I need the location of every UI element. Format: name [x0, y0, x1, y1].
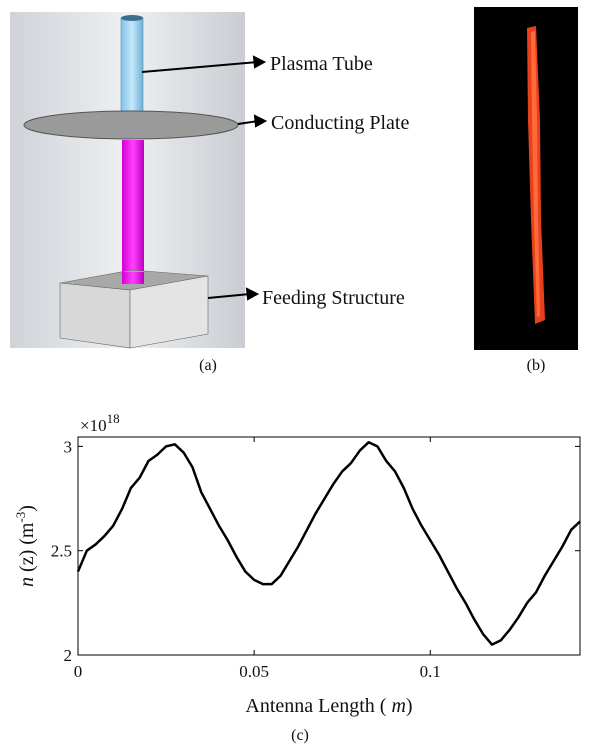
photo-background [474, 7, 578, 350]
conducting-plate [23, 110, 239, 140]
data-line [76, 440, 581, 646]
y-tick-label: 2.5 [51, 542, 72, 561]
feed-tube-base [122, 272, 144, 284]
plot-frame [77, 436, 581, 656]
caption-a: (a) [199, 357, 217, 374]
caption-b: (b) [527, 357, 546, 374]
chart: 2 2.5 3 0 0.05 0.1 [51, 436, 581, 681]
tube-top [121, 15, 143, 21]
caption-c: (c) [291, 727, 309, 744]
y-tick-label: 2 [64, 646, 73, 665]
y-label-var: n [16, 577, 38, 587]
y-tick-label: 3 [64, 437, 73, 456]
x-label-close: ) [406, 695, 413, 717]
exponent-base: ×10 [80, 416, 107, 435]
exponent-power: 18 [107, 411, 120, 426]
y-label-text: (z) (m [16, 522, 38, 577]
x-tick-label: 0 [74, 662, 83, 681]
arrows [141, 55, 268, 301]
x-tick-label: 0.1 [420, 662, 441, 681]
box-side [129, 275, 209, 349]
x-label-unit: m [391, 695, 405, 717]
plasma-core [531, 31, 540, 317]
axis-exponent: ×1018 [80, 411, 120, 435]
plasma-tube [120, 17, 144, 127]
x-label-text: Antenna Length ( [245, 695, 391, 717]
box-front [59, 282, 131, 349]
y-axis-label: n (z) (m-3) [13, 505, 38, 587]
y-label-sup: -3 [13, 512, 28, 523]
y-label-close: ) [16, 505, 38, 512]
label-plasma-tube: Plasma Tube [270, 53, 373, 75]
feed-tube [122, 140, 144, 280]
label-conducting-plate: Conducting Plate [271, 112, 409, 134]
x-tick-label: 0.05 [239, 662, 269, 681]
x-axis-label: Antenna Length ( m) [245, 695, 412, 717]
label-feeding-structure: Feeding Structure [262, 287, 405, 309]
